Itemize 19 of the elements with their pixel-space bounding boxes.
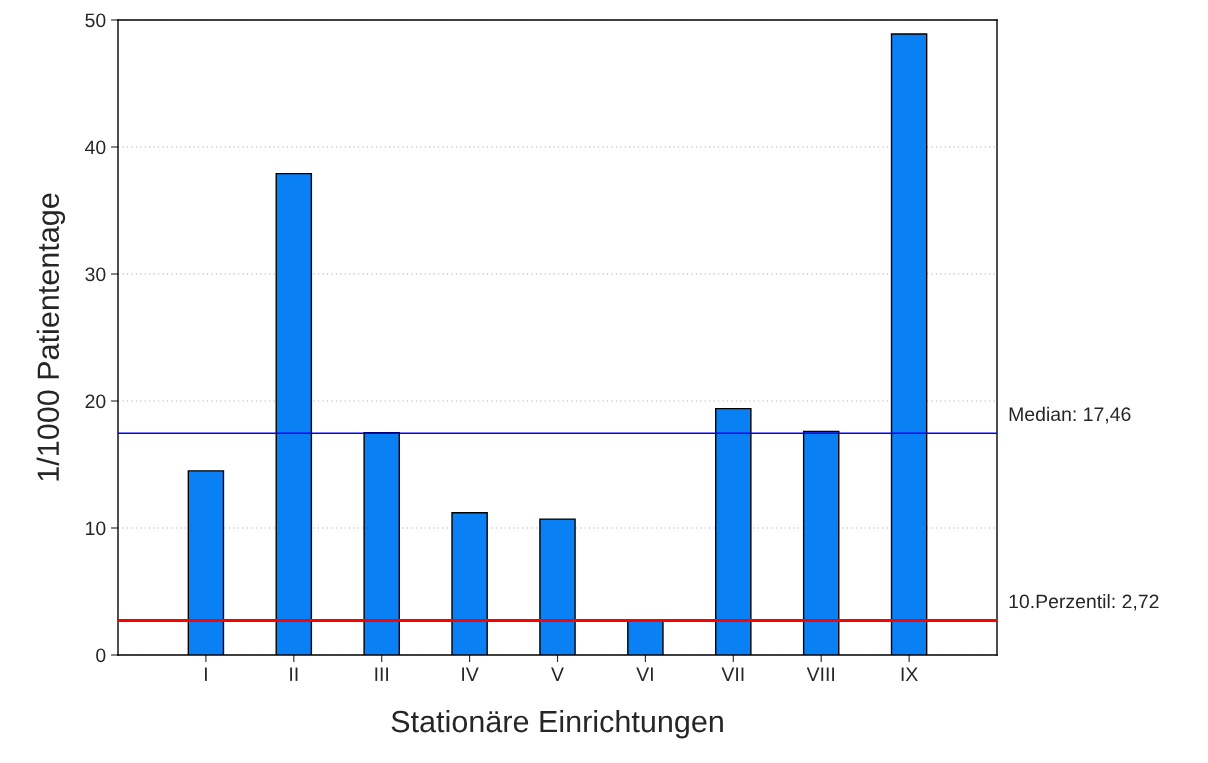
y-tick-label: 0 xyxy=(96,648,106,663)
ref-line-label: Median: 17,46 xyxy=(1009,406,1131,424)
x-tick-label: VII xyxy=(721,667,744,681)
x-tick-label: II xyxy=(290,667,298,681)
x-tick-label: IV xyxy=(462,667,479,681)
x-tick-label: VIII xyxy=(806,667,834,681)
x-axis-title: Stationäre Einrichtungen xyxy=(391,709,723,739)
x-tick-label: III xyxy=(375,667,389,681)
x-tick-label: V xyxy=(551,667,564,681)
y-tick-label: 20 xyxy=(85,394,106,409)
ref-line-label: 10.Perzentil: 2,72 xyxy=(1009,594,1159,611)
x-tick-label: I xyxy=(204,667,207,681)
y-axis-title: 1/1000 Patiententage xyxy=(36,193,66,481)
y-tick-label: 10 xyxy=(86,521,106,536)
x-tick-label: IX xyxy=(901,667,918,681)
x-tick-label: VI xyxy=(636,667,653,681)
y-tick-label: 50 xyxy=(85,13,106,28)
y-tick-label: 30 xyxy=(85,267,106,282)
y-tick-label: 40 xyxy=(85,140,106,155)
